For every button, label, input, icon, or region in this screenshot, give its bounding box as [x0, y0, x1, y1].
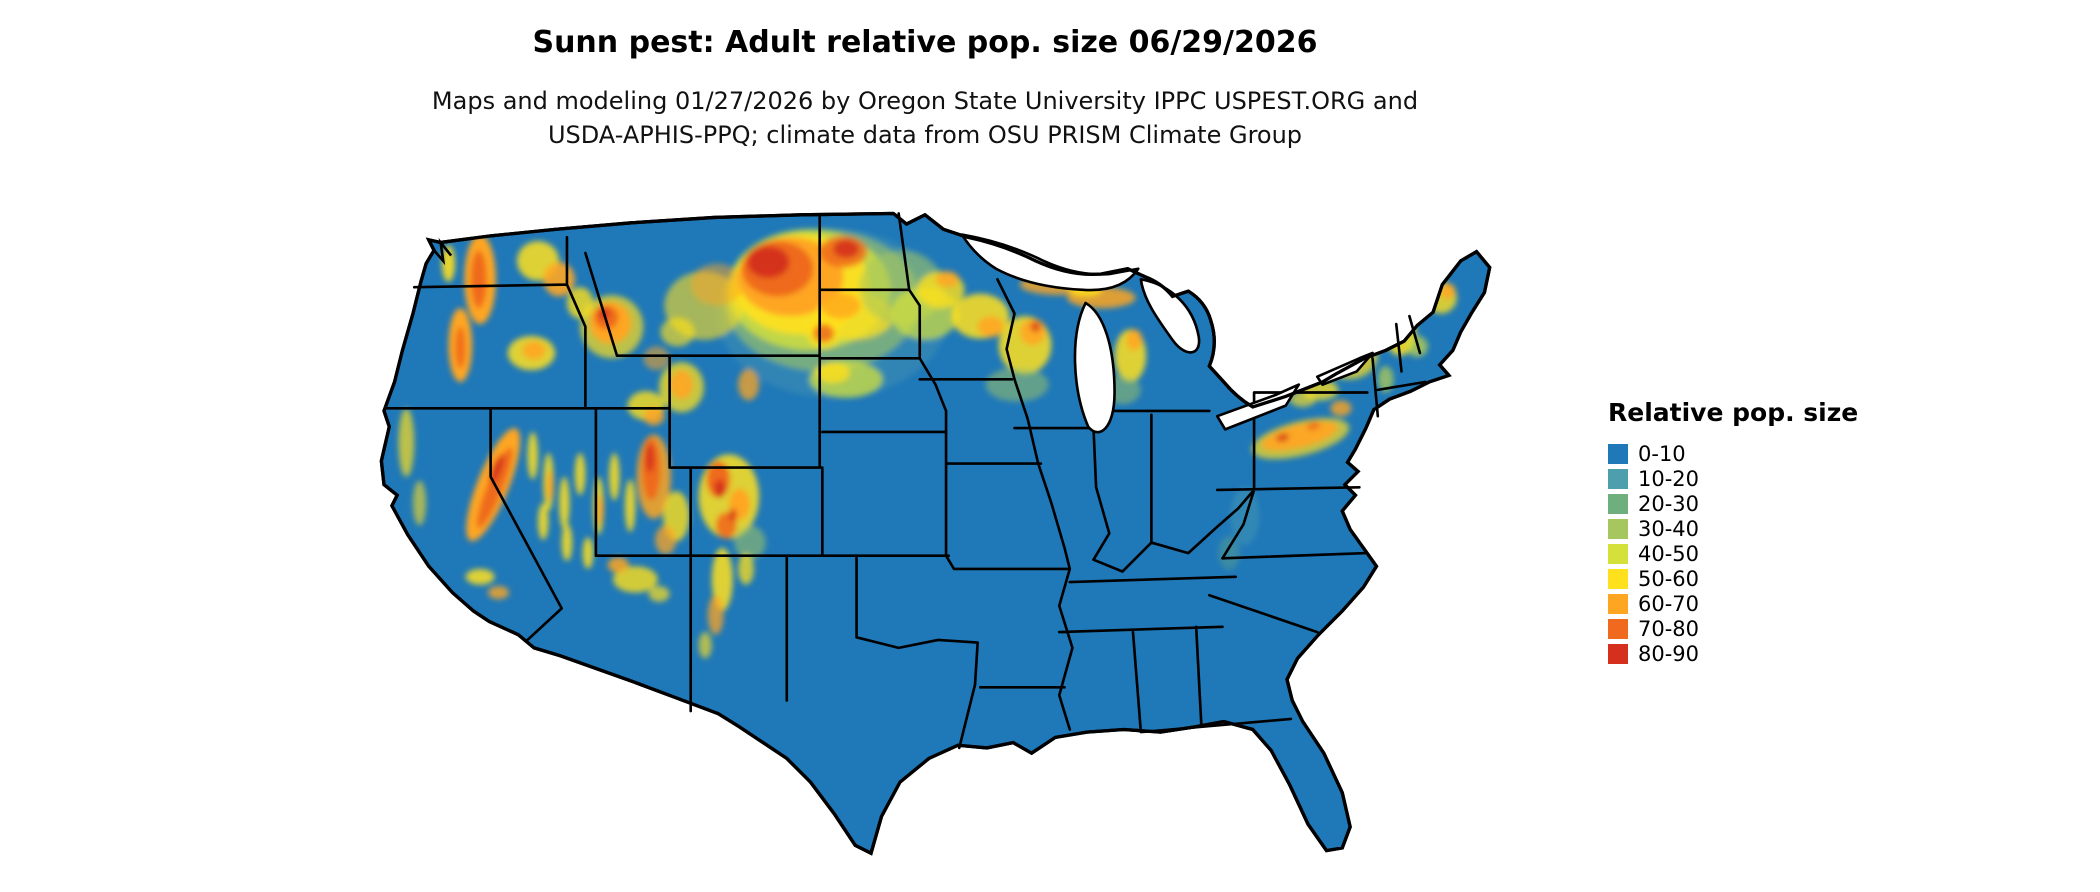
- legend-swatch: [1608, 493, 1628, 514]
- legend-label: 10-20: [1638, 466, 1700, 491]
- legend-swatch: [1608, 643, 1628, 664]
- legend-label: 30-40: [1638, 516, 1700, 541]
- state-borders: [383, 212, 1427, 750]
- legend-label: 0-10: [1638, 441, 1686, 466]
- legend-swatch: [1608, 618, 1628, 639]
- legend-swatch: [1608, 543, 1628, 564]
- legend-item: 80-90: [1608, 641, 1858, 666]
- legend-swatch: [1608, 518, 1628, 539]
- us-map: [280, 158, 1570, 885]
- legend-swatch: [1608, 468, 1628, 489]
- figure-subtitle: Maps and modeling 01/27/2026 by Oregon S…: [285, 84, 1565, 152]
- subtitle-line-1: Maps and modeling 01/27/2026 by Oregon S…: [431, 87, 1419, 115]
- legend-label: 20-30: [1638, 491, 1700, 516]
- legend-item: 50-60: [1608, 566, 1858, 591]
- legend-item: 20-30: [1608, 491, 1858, 516]
- legend-label: 60-70: [1638, 591, 1700, 616]
- legend-item: 30-40: [1608, 516, 1858, 541]
- figure-header: Sunn pest: Adult relative pop. size 06/2…: [285, 24, 1565, 152]
- subtitle-line-2: USDA-APHIS-PPQ; climate data from OSU PR…: [547, 121, 1303, 149]
- lake-michigan: [1073, 301, 1116, 434]
- legend-item: 0-10: [1608, 441, 1858, 466]
- legend-title: Relative pop. size: [1608, 398, 1859, 427]
- legend-swatch: [1608, 593, 1628, 614]
- legend-swatch: [1608, 568, 1628, 589]
- legend-item: 10-20: [1608, 466, 1858, 491]
- page-title: Sunn pest: Adult relative pop. size 06/2…: [532, 25, 1318, 60]
- legend-label: 50-60: [1638, 566, 1700, 591]
- legend-swatch: [1608, 443, 1628, 464]
- us-map-svg: [379, 211, 1492, 855]
- legend-label: 70-80: [1638, 616, 1700, 641]
- legend-item: 60-70: [1608, 591, 1858, 616]
- map-legend: Relative pop. size 0-10 10-20 20-30 30-4…: [1608, 398, 1858, 666]
- legend-label: 40-50: [1638, 541, 1700, 566]
- legend-item: 70-80: [1608, 616, 1858, 641]
- legend-item: 40-50: [1608, 541, 1858, 566]
- legend-label: 80-90: [1638, 641, 1700, 666]
- puget-sound-inlet: [433, 237, 453, 266]
